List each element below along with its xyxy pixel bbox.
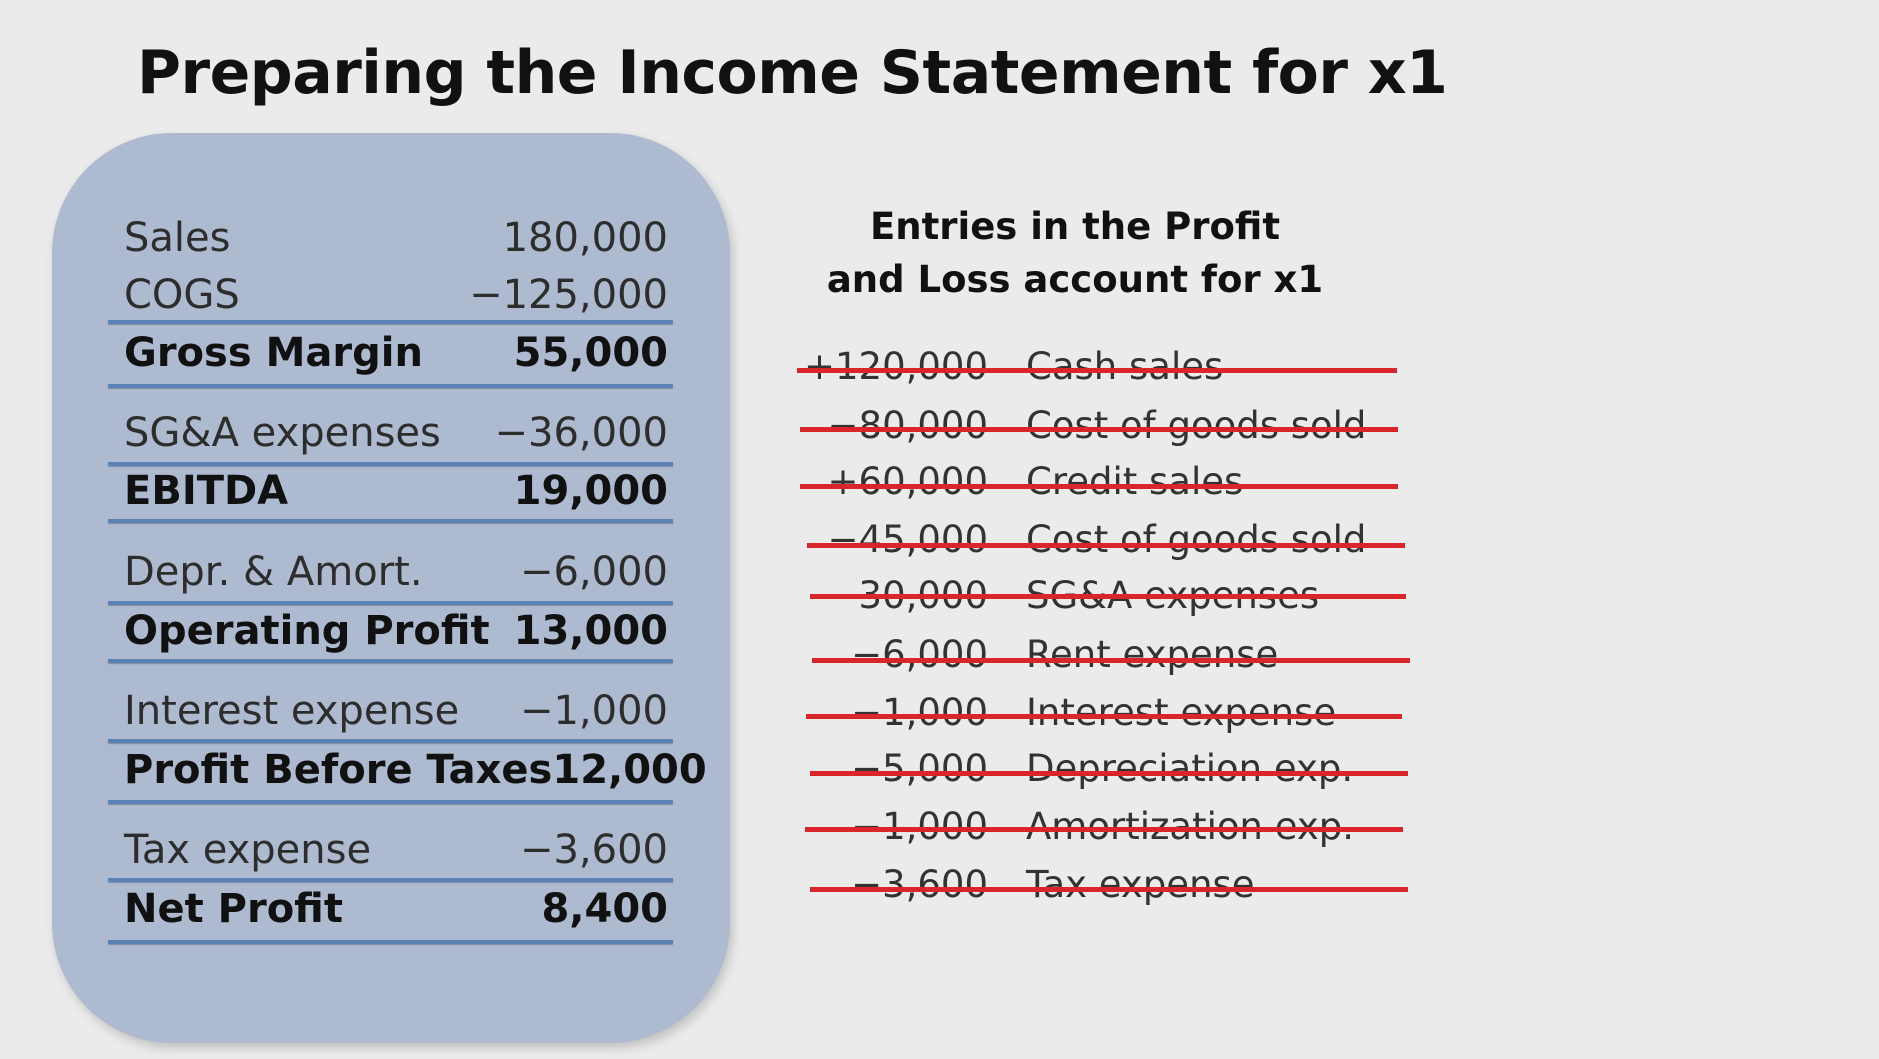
entry-amount: −45,000 bbox=[827, 518, 988, 561]
statement-label: Gross Margin bbox=[124, 330, 423, 376]
strikethrough-line bbox=[797, 368, 1397, 373]
entry-amount: +120,000 bbox=[803, 345, 988, 388]
strikethrough-line bbox=[812, 658, 1410, 663]
statement-row: SG&A expenses −36,000 bbox=[124, 397, 668, 453]
statement-label: Profit Before Taxes bbox=[124, 747, 553, 793]
entry-row: −45,000 Cost of goods sold bbox=[790, 517, 1410, 563]
statement-row: Net Profit 8,400 bbox=[124, 873, 668, 929]
statement-divider bbox=[108, 601, 673, 605]
statement-label: Interest expense bbox=[124, 688, 460, 734]
statement-value: 19,000 bbox=[513, 468, 668, 514]
statement-row: Interest expense −1,000 bbox=[124, 675, 668, 731]
entry-description: Depreciation exp. bbox=[1026, 747, 1354, 790]
entry-description: Cash sales bbox=[1026, 345, 1224, 388]
statement-divider bbox=[108, 320, 673, 324]
entry-description: Amortization exp. bbox=[1026, 804, 1354, 850]
statement-divider bbox=[108, 384, 673, 388]
statement-value: −125,000 bbox=[469, 272, 668, 318]
statement-row: EBITDA 19,000 bbox=[124, 455, 668, 511]
statement-value: 180,000 bbox=[502, 215, 668, 261]
entry-amount: −1,000 bbox=[790, 804, 988, 850]
entry-row: +60,000 Credit sales bbox=[790, 459, 1410, 505]
entry-description: Tax expense bbox=[1026, 863, 1255, 906]
strikethrough-line bbox=[800, 427, 1398, 432]
statement-divider bbox=[108, 462, 673, 466]
statement-divider bbox=[108, 940, 673, 944]
statement-value: −3,600 bbox=[519, 827, 668, 873]
statement-row: COGS −125,000 bbox=[124, 259, 668, 315]
entry-amount: −3,600 bbox=[851, 863, 988, 906]
statement-row: Operating Profit 13,000 bbox=[124, 595, 668, 651]
strikethrough-line bbox=[807, 543, 1405, 548]
statement-row: Depr. & Amort. −6,000 bbox=[124, 536, 668, 592]
statement-value: 55,000 bbox=[513, 330, 668, 376]
statement-label: SG&A expenses bbox=[124, 410, 441, 456]
entry-amount: +60,000 bbox=[827, 460, 988, 503]
strikethrough-line bbox=[805, 827, 1403, 832]
statement-divider bbox=[108, 878, 673, 882]
statement-label: Sales bbox=[124, 215, 231, 261]
strikethrough-line bbox=[810, 771, 1408, 776]
statement-value: −36,000 bbox=[494, 410, 668, 456]
statement-value: −6,000 bbox=[519, 549, 668, 595]
statement-value: 8,400 bbox=[541, 886, 668, 932]
entry-amount: −1,000 bbox=[851, 691, 988, 734]
statement-row: Sales 180,000 bbox=[124, 202, 668, 258]
statement-divider bbox=[108, 739, 673, 743]
entry-amount: −6,000 bbox=[851, 633, 988, 676]
entry-row: −1,000 Interest expense bbox=[790, 690, 1410, 736]
statement-value: 12,000 bbox=[552, 747, 707, 793]
strikethrough-line bbox=[810, 594, 1406, 599]
statement-label: Net Profit bbox=[124, 886, 343, 932]
statement-row: Tax expense −3,600 bbox=[124, 814, 668, 870]
statement-divider bbox=[108, 659, 673, 663]
statement-divider bbox=[108, 800, 673, 804]
statement-label: Tax expense bbox=[124, 827, 372, 873]
entry-description: Credit sales bbox=[1026, 460, 1244, 503]
statement-label: EBITDA bbox=[124, 468, 289, 514]
entry-description: Cost of goods sold bbox=[1026, 518, 1367, 561]
statement-value: −1,000 bbox=[519, 688, 668, 734]
entry-amount: −5,000 bbox=[851, 747, 988, 790]
entry-row: −6,000 Rent expense bbox=[790, 632, 1410, 678]
statement-row: Gross Margin 55,000 bbox=[124, 317, 668, 373]
entries-heading-line1: Entries in the Profit bbox=[869, 205, 1281, 248]
strikethrough-line bbox=[810, 887, 1408, 892]
entry-row: −5,000 Depreciation exp. bbox=[790, 746, 1410, 792]
income-statement-panel bbox=[52, 133, 730, 1043]
strikethrough-line bbox=[800, 484, 1398, 489]
entry-row: −3,600 Tax expense bbox=[790, 862, 1410, 908]
entries-heading: Entries in the Profit and Loss account f… bbox=[780, 200, 1370, 306]
entry-amount: −80,000 bbox=[827, 404, 988, 447]
statement-value: 13,000 bbox=[513, 608, 668, 654]
entries-heading-line2: and Loss account for x1 bbox=[826, 258, 1324, 301]
statement-label: COGS bbox=[124, 272, 240, 318]
entry-description: Interest expense bbox=[1026, 691, 1337, 734]
entry-row: +120,000 Cash sales bbox=[790, 344, 1410, 390]
entry-row: −1,000 Amortization exp. bbox=[790, 804, 1410, 850]
statement-row: Profit Before Taxes 12,000 bbox=[124, 734, 707, 793]
strikethrough-line bbox=[806, 714, 1402, 719]
page-title: Preparing the Income Statement for x1 bbox=[137, 38, 1448, 108]
entry-description: Cost of goods sold bbox=[1026, 404, 1367, 447]
statement-label: Operating Profit bbox=[124, 608, 490, 654]
statement-divider bbox=[108, 519, 673, 523]
entry-description: Rent expense bbox=[1026, 633, 1279, 676]
entry-row: −80,000 Cost of goods sold bbox=[790, 403, 1410, 449]
statement-label: Depr. & Amort. bbox=[124, 549, 423, 595]
